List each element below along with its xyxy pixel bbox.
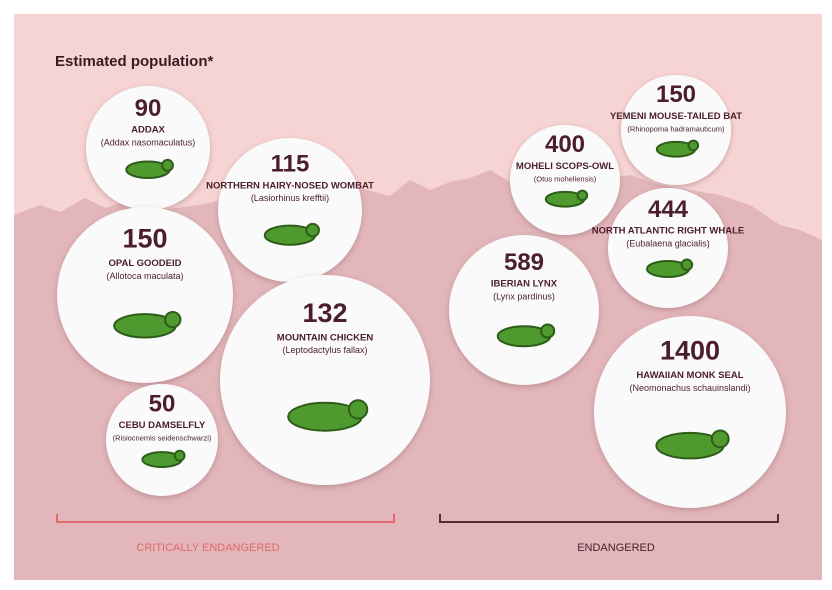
animal-icon-head [680, 258, 694, 272]
bubble [594, 316, 786, 508]
bubble [510, 125, 620, 235]
bubble [449, 235, 599, 385]
animal-name: IBERIAN LYNX [491, 278, 558, 289]
animal-bubble: 132 MOUNTAIN CHICKEN (Leptodactylus fallax… [220, 275, 430, 485]
population: 132 [302, 298, 347, 328]
group-label: CRITICALLY ENDANGERED [136, 542, 279, 554]
bubble [57, 207, 233, 383]
scientific-name: (Neomonachus schauinslandi) [629, 383, 750, 393]
scientific-name: (Addax nasomaculatus) [101, 137, 196, 147]
bubble [218, 138, 362, 282]
bubble [608, 188, 728, 308]
scientific-name: (Lasiorhinus krefftii) [251, 193, 329, 203]
scientific-name: (Risiocnemis seidenschwarzi) [113, 434, 212, 443]
endangered-bracket [439, 514, 779, 523]
population: 90 [135, 95, 162, 122]
bubble [621, 75, 731, 185]
bubble [86, 86, 210, 210]
animal-bubble: 150 YEMENI MOUSE-TAILED BAT (Rhinopoma had… [610, 75, 742, 185]
animal-bubble: 400 MOHELI SCOPS-OWL (Otus moheliensis) [510, 125, 620, 235]
population: 444 [648, 196, 689, 223]
animal-name: ADDAX [131, 124, 165, 135]
animal-name: MOHELI SCOPS-OWL [516, 161, 614, 172]
animal-bubble: 1400 HAWAIIAN MONK SEAL (Neomonachus schau… [594, 316, 786, 508]
scientific-name: (Otus moheliensis) [534, 174, 597, 183]
animal-icon-head [710, 429, 730, 449]
scientific-name: (Lynx pardinus) [493, 291, 555, 301]
animal-name: CEBU DAMSELFLY [119, 420, 206, 431]
animal-name: YEMENI MOUSE-TAILED BAT [610, 111, 742, 122]
critically-endangered-bracket [56, 514, 395, 523]
animal-name: NORTHERN HAIRY-NOSED WOMBAT [206, 180, 374, 191]
scientific-name: (Leptodactylus fallax) [282, 345, 367, 355]
title: Estimated population* [55, 53, 214, 70]
scientific-name: (Eubalaena glacialis) [626, 239, 710, 249]
population: 400 [545, 131, 585, 158]
animal-name: MOUNTAIN CHICKEN [277, 332, 374, 343]
bubble [106, 384, 218, 496]
population: 115 [271, 151, 310, 178]
group-label: ENDANGERED [577, 542, 655, 554]
animal-bubble: 150 OPAL GOODEID (Allotoca maculata) [57, 207, 233, 383]
animal-icon-head [687, 139, 700, 152]
animal-icon-head [347, 399, 369, 420]
animal-name: HAWAIIAN MONK SEAL [636, 370, 743, 381]
animal-icon-head [161, 158, 174, 172]
animal-name: OPAL GOODEID [108, 258, 181, 269]
animal-bubble: 50 CEBU DAMSELFLY (Risiocnemis seidenschwa… [106, 384, 218, 496]
scientific-name: (Rhinopoma hadramauticum) [627, 124, 725, 133]
animal-bubble: 444 NORTH ATLANTIC RIGHT WHALE (Eubalaena … [592, 188, 745, 308]
population: 50 [149, 391, 176, 418]
animal-name: NORTH ATLANTIC RIGHT WHALE [592, 226, 745, 237]
animal-icon-head [173, 449, 186, 462]
animal-icon-head [305, 222, 320, 238]
bubble [220, 275, 430, 485]
animal-bubble: 115 NORTHERN HAIRY-NOSED WOMBAT (Lasiorhin… [206, 138, 374, 282]
animal-bubble: 90 ADDAX (Addax nasomaculatus) [86, 86, 210, 210]
population: 589 [504, 249, 544, 276]
scientific-name: (Allotoca maculata) [106, 271, 183, 281]
animal-icon-head [540, 323, 556, 339]
population: 1400 [660, 336, 720, 366]
animal-bubble: 589 IBERIAN LYNX (Lynx pardinus) [449, 235, 599, 385]
animal-icon-head [164, 310, 182, 329]
population: 150 [656, 81, 696, 108]
population: 150 [122, 224, 167, 254]
animal-icon-head [576, 189, 589, 202]
